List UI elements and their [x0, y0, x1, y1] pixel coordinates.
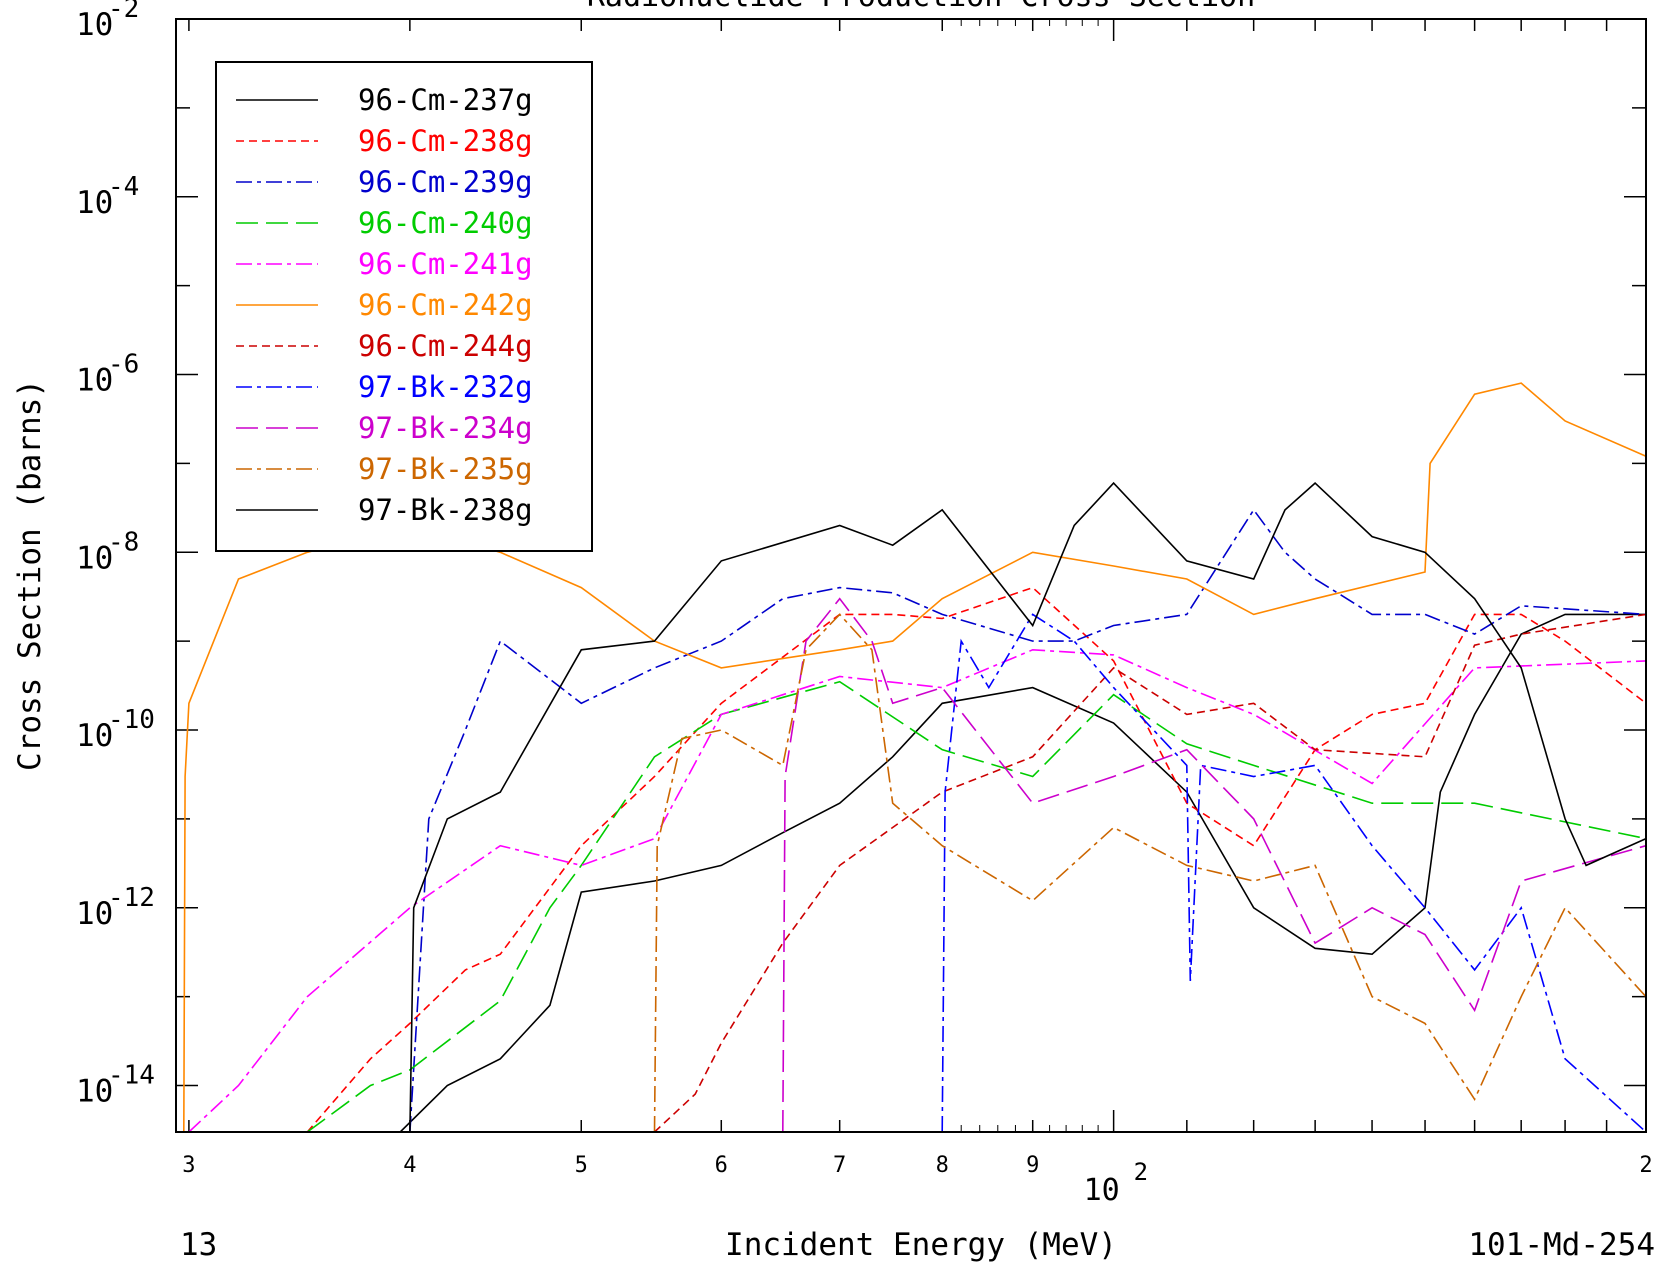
footer-right: 101-Md-254: [1468, 1227, 1655, 1263]
legend-label: 96-Cm-242g: [358, 288, 533, 322]
legend-label: 96-Cm-237g: [358, 83, 533, 117]
y-tick-label: 10: [76, 1074, 113, 1110]
legend-label: 97-Bk-234g: [358, 411, 533, 445]
chart-title: Radionuclide Production Cross Section: [587, 0, 1255, 14]
x-tick-label: 5: [575, 1153, 588, 1178]
y-tick-exponent: -14: [108, 1061, 155, 1091]
x-tick-label: 6: [715, 1153, 728, 1178]
series-line-10: [409, 481, 1646, 1132]
x-tick-label: 3: [182, 1153, 195, 1178]
x-tick-label: 2: [1639, 1153, 1652, 1178]
series-line-3: [306, 680, 1646, 1132]
series-line-0: [399, 613, 1646, 1132]
x-tick-label: 7: [833, 1153, 846, 1178]
y-tick-exponent: -12: [108, 883, 155, 913]
y-tick-exponent: -8: [108, 527, 139, 557]
y-axis-label: Cross Section (barns): [12, 379, 48, 771]
y-tick-exponent: -4: [108, 172, 139, 202]
legend-label: 96-Cm-240g: [358, 206, 533, 240]
y-tick-label: 10: [76, 540, 113, 576]
x-decade-exponent: 2: [1134, 1158, 1148, 1186]
y-tick-exponent: -6: [108, 350, 139, 380]
x-tick-label: 9: [1026, 1153, 1039, 1178]
legend-label: 97-Bk-238g: [358, 493, 533, 527]
series-line-2: [409, 508, 1646, 1132]
legend-entries: 96-Cm-237g 96-Cm-238g 96-Cm-239g 96-Cm-240g…: [236, 83, 533, 527]
series-lines: [183, 382, 1646, 1132]
series-line-1: [306, 586, 1646, 1132]
y-tick-exponent: -2: [108, 0, 139, 24]
y-tick-label: 10: [76, 7, 113, 43]
legend-label: 97-Bk-235g: [358, 452, 533, 486]
footer-left: 13: [180, 1227, 217, 1263]
axes-ticks: [176, 18, 1647, 1132]
legend-label: 96-Cm-241g: [358, 247, 533, 281]
x-tick-label: 8: [936, 1153, 949, 1178]
y-tick-exponent: -10: [108, 705, 155, 735]
series-line-8: [782, 597, 1646, 1132]
series-line-6: [653, 613, 1646, 1132]
x-tick-labels: 3 4 5 6 7 8 9 2 10 2: [182, 1153, 1652, 1208]
series-line-4: [188, 648, 1646, 1132]
series-line-7: [941, 613, 1646, 1132]
x-tick-label: 4: [403, 1153, 416, 1178]
x-axis-label: Incident Energy (MeV): [725, 1227, 1117, 1263]
y-tick-label: 10: [76, 185, 113, 221]
legend-label: 96-Cm-238g: [358, 124, 533, 158]
y-tick-label: 10: [76, 718, 113, 754]
legend-label: 96-Cm-244g: [358, 329, 533, 363]
series-line-5: [183, 382, 1646, 1132]
y-tick-label: 10: [76, 363, 113, 399]
legend: 96-Cm-237g 96-Cm-238g 96-Cm-239g 96-Cm-240g…: [215, 61, 593, 552]
y-tick-label: 10: [76, 896, 113, 932]
legend-label: 96-Cm-239g: [358, 165, 533, 199]
x-decade-label: 10: [1084, 1173, 1120, 1208]
series-line-9: [653, 613, 1646, 1132]
plot-frame: [175, 18, 1647, 1133]
legend-label: 97-Bk-232g: [358, 370, 533, 404]
